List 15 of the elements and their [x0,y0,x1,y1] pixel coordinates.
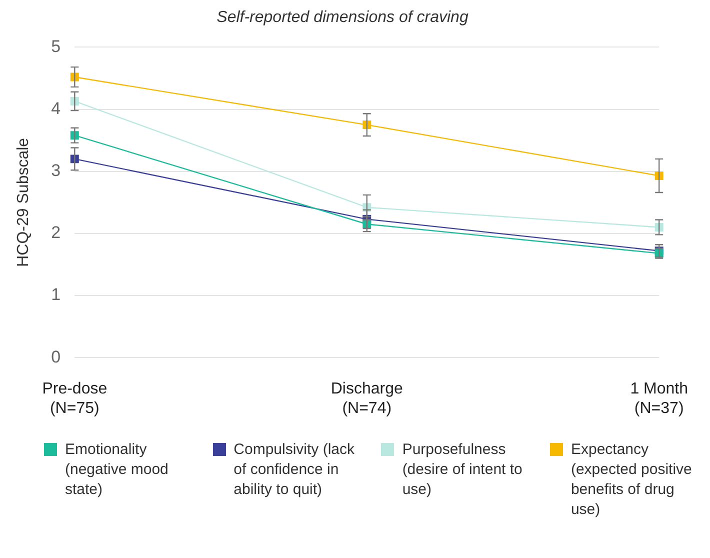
legend-label: Compulsivity (lack of confidence in ability to quit) [234,440,356,500]
x-tick-label: Pre-dose (N=75) [42,380,108,417]
y-tick-label: 5 [51,36,61,56]
y-tick-label: 4 [51,98,61,118]
x-tick-label: Discharge (N=74) [330,380,403,417]
y-tick-label: 2 [51,223,61,242]
y-tick-label: 0 [51,347,61,366]
legend-label: Emotionality (negative mood state) [65,440,170,500]
x-tick-label: 1 Month (N=37) [630,380,688,417]
y-tick-label: 3 [51,161,61,180]
y-tick-label: 1 [51,285,61,304]
legend-label: Purposefulness (desire of intent to use) [402,440,524,500]
y-axis-title: HCQ-29 Subscale [15,138,32,267]
chart-title: Self-reported dimensions of craving [216,9,468,26]
legend-label: Expectancy (expected positive benefits of drug use) [570,440,693,520]
